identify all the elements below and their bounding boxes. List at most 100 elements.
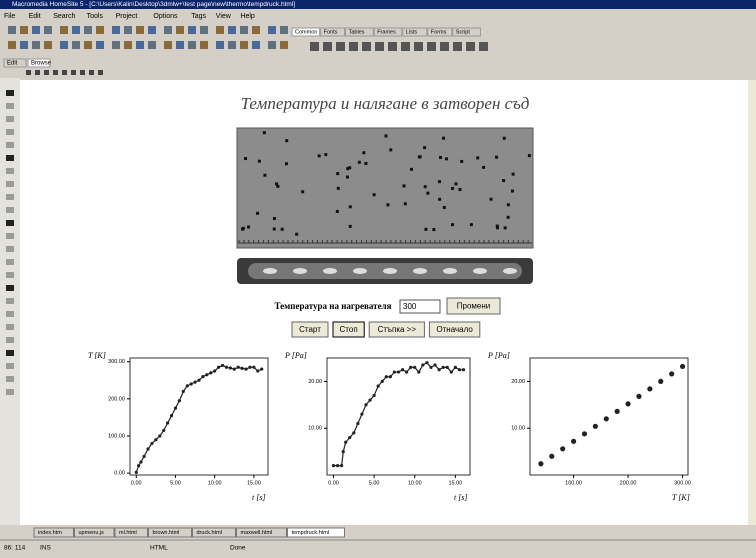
menu-item[interactable]: Project [116, 13, 138, 20]
tag-icon[interactable] [440, 42, 449, 51]
left-icon[interactable] [6, 194, 14, 200]
left-icon[interactable] [6, 311, 14, 317]
left-icon[interactable] [6, 376, 14, 382]
toolbar-icon[interactable] [252, 41, 260, 49]
browse-icon[interactable] [26, 70, 31, 75]
toolbar-icon[interactable] [124, 41, 132, 49]
left-icon[interactable] [6, 155, 14, 161]
left-icon[interactable] [6, 181, 14, 187]
tag-tab[interactable] [427, 27, 453, 37]
left-icon[interactable] [6, 324, 14, 330]
menu-item[interactable]: View [216, 13, 232, 20]
toolbar-icon[interactable] [176, 26, 184, 34]
menu-item[interactable]: Search [53, 13, 75, 20]
toolbar-icon[interactable] [280, 41, 288, 49]
left-icon[interactable] [6, 350, 14, 356]
toolbar-icon[interactable] [176, 41, 184, 49]
toolbar-icon[interactable] [84, 41, 92, 49]
tag-icon[interactable] [401, 42, 410, 51]
toolbar-icon[interactable] [8, 41, 16, 49]
tag-icon[interactable] [323, 42, 332, 51]
apply-button[interactable] [446, 297, 501, 315]
toolbar-icon[interactable] [96, 41, 104, 49]
left-icon[interactable] [6, 272, 14, 278]
toolbar-icon[interactable] [228, 41, 236, 49]
editor-tab[interactable] [27, 58, 51, 68]
browse-icon[interactable] [71, 70, 76, 75]
left-icon[interactable] [6, 285, 14, 291]
toolbar-icon[interactable] [268, 26, 276, 34]
tag-tab[interactable] [402, 27, 428, 37]
toolbar-icon[interactable] [216, 26, 224, 34]
file-tab[interactable] [148, 527, 192, 538]
tag-tab[interactable] [291, 27, 321, 37]
menu-item[interactable]: Tags [191, 13, 206, 20]
left-icon[interactable] [6, 389, 14, 395]
scrollbar[interactable] [748, 80, 756, 525]
menu-item[interactable]: Help [240, 13, 255, 20]
toolbar-icon[interactable] [200, 41, 208, 49]
toolbar-icon[interactable] [124, 26, 132, 34]
browse-icon[interactable] [53, 70, 58, 75]
tag-tab[interactable] [345, 27, 374, 37]
browse-icon[interactable] [89, 70, 94, 75]
tag-icon[interactable] [453, 42, 462, 51]
toolbar-icon[interactable] [112, 41, 120, 49]
file-tab[interactable] [236, 527, 287, 538]
toolbar-icon[interactable] [84, 26, 92, 34]
file-tab[interactable] [192, 527, 236, 538]
toolbar-icon[interactable] [136, 41, 144, 49]
left-icon[interactable] [6, 129, 14, 135]
toolbar-icon[interactable] [136, 26, 144, 34]
menu-item[interactable]: File [4, 13, 15, 20]
left-icon[interactable] [6, 298, 14, 304]
toolbar-icon[interactable] [60, 26, 68, 34]
toolbar-icon[interactable] [8, 26, 16, 34]
file-tab[interactable] [33, 527, 74, 538]
left-icon[interactable] [6, 233, 14, 239]
left-icon[interactable] [6, 246, 14, 252]
file-tab[interactable] [114, 527, 148, 538]
tag-icon[interactable] [349, 42, 358, 51]
file-tab[interactable] [74, 527, 115, 538]
browse-icon[interactable] [44, 70, 49, 75]
left-icon[interactable] [6, 168, 14, 174]
tag-tab[interactable] [373, 27, 403, 37]
toolbar-icon[interactable] [96, 26, 104, 34]
left-icon[interactable] [6, 220, 14, 226]
toolbar-icon[interactable] [164, 26, 172, 34]
tag-icon[interactable] [336, 42, 345, 51]
left-icon[interactable] [6, 259, 14, 265]
browse-icon[interactable] [62, 70, 67, 75]
heater-input[interactable] [399, 299, 441, 314]
toolbar-icon[interactable] [240, 26, 248, 34]
left-icon[interactable] [6, 142, 14, 148]
toolbar-icon[interactable] [20, 26, 28, 34]
toolbar-icon[interactable] [72, 41, 80, 49]
browse-icon[interactable] [35, 70, 40, 75]
toolbar-icon[interactable] [148, 26, 156, 34]
left-icon[interactable] [6, 103, 14, 109]
toolbar-icon[interactable] [252, 26, 260, 34]
menu-item[interactable]: Edit [29, 13, 41, 20]
toolbar-icon[interactable] [32, 26, 40, 34]
editor-tab[interactable] [3, 58, 27, 68]
toolbar-icon[interactable] [112, 26, 120, 34]
toolbar-icon[interactable] [280, 26, 288, 34]
left-icon[interactable] [6, 207, 14, 213]
tag-icon[interactable] [414, 42, 423, 51]
toolbar-icon[interactable] [44, 41, 52, 49]
browse-icon[interactable] [80, 70, 85, 75]
control-button[interactable] [428, 321, 481, 338]
file-tab[interactable] [287, 527, 345, 538]
tag-icon[interactable] [362, 42, 371, 51]
left-icon[interactable] [6, 337, 14, 343]
browse-icon[interactable] [98, 70, 103, 75]
toolbar-icon[interactable] [228, 26, 236, 34]
toolbar-icon[interactable] [60, 41, 68, 49]
tag-tab[interactable] [452, 27, 481, 37]
control-button[interactable] [368, 321, 425, 338]
tag-icon[interactable] [375, 42, 384, 51]
toolbar-icon[interactable] [20, 41, 28, 49]
toolbar-icon[interactable] [72, 26, 80, 34]
